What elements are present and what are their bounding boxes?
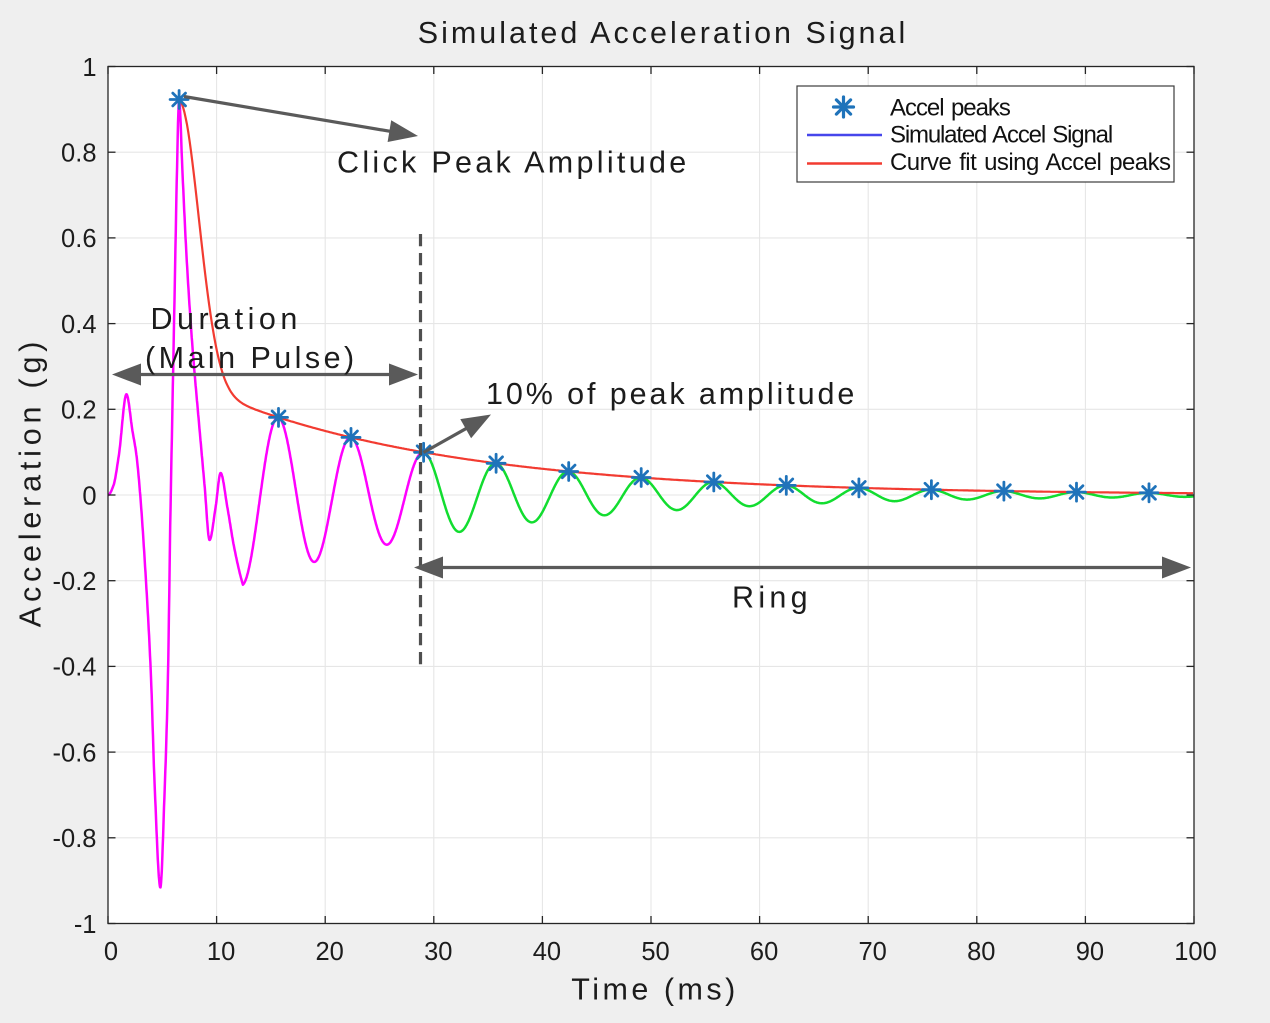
svg-text:Ring: Ring xyxy=(732,580,812,614)
svg-text:-0.6: -0.6 xyxy=(53,739,97,767)
svg-text:-0.2: -0.2 xyxy=(53,568,97,596)
svg-text:Duration: Duration xyxy=(151,302,302,336)
svg-text:0.4: 0.4 xyxy=(61,311,96,339)
svg-text:-0.4: -0.4 xyxy=(53,654,97,682)
svg-text:10: 10 xyxy=(207,938,235,966)
svg-text:10% of peak amplitude: 10% of peak amplitude xyxy=(486,377,857,411)
svg-text:80: 80 xyxy=(967,938,995,966)
svg-text:0: 0 xyxy=(82,482,96,510)
svg-text:0.6: 0.6 xyxy=(61,225,96,253)
svg-text:100: 100 xyxy=(1174,938,1217,966)
svg-text:Click Peak Amplitude: Click Peak Amplitude xyxy=(337,145,690,179)
svg-text:Time (ms): Time (ms) xyxy=(571,973,739,1007)
svg-text:-1: -1 xyxy=(74,911,97,939)
svg-text:70: 70 xyxy=(859,938,887,966)
svg-text:0.8: 0.8 xyxy=(61,140,96,168)
svg-text:0: 0 xyxy=(104,938,118,966)
svg-text:40: 40 xyxy=(533,938,561,966)
svg-text:Simulated Acceleration Signal: Simulated Acceleration Signal xyxy=(418,16,909,50)
svg-text:Simulated Accel Signal: Simulated Accel Signal xyxy=(890,122,1112,149)
svg-text:60: 60 xyxy=(750,938,778,966)
svg-text:1: 1 xyxy=(82,54,96,82)
svg-text:-0.8: -0.8 xyxy=(53,825,97,853)
svg-text:90: 90 xyxy=(1076,938,1104,966)
svg-text:Curve fit using Accel peaks: Curve fit using Accel peaks xyxy=(890,149,1171,176)
svg-text:Acceleration (g): Acceleration (g) xyxy=(14,337,48,627)
svg-text:20: 20 xyxy=(316,938,344,966)
svg-text:30: 30 xyxy=(424,938,452,966)
svg-text:(Main Pulse): (Main Pulse) xyxy=(145,341,358,375)
svg-text:0.2: 0.2 xyxy=(61,397,96,425)
svg-text:50: 50 xyxy=(641,938,669,966)
svg-text:Accel peaks: Accel peaks xyxy=(890,95,1011,122)
